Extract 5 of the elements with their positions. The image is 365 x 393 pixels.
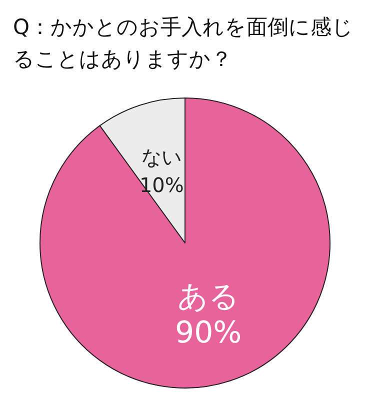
slice-label: ない: [142, 145, 182, 170]
slice-label: ある: [177, 279, 240, 314]
chart-title: Q：かかとのお手入れを面倒に感じることはありますか？: [13, 15, 354, 71]
data-label: 90%: [174, 315, 242, 350]
data-label: 10%: [139, 173, 184, 198]
